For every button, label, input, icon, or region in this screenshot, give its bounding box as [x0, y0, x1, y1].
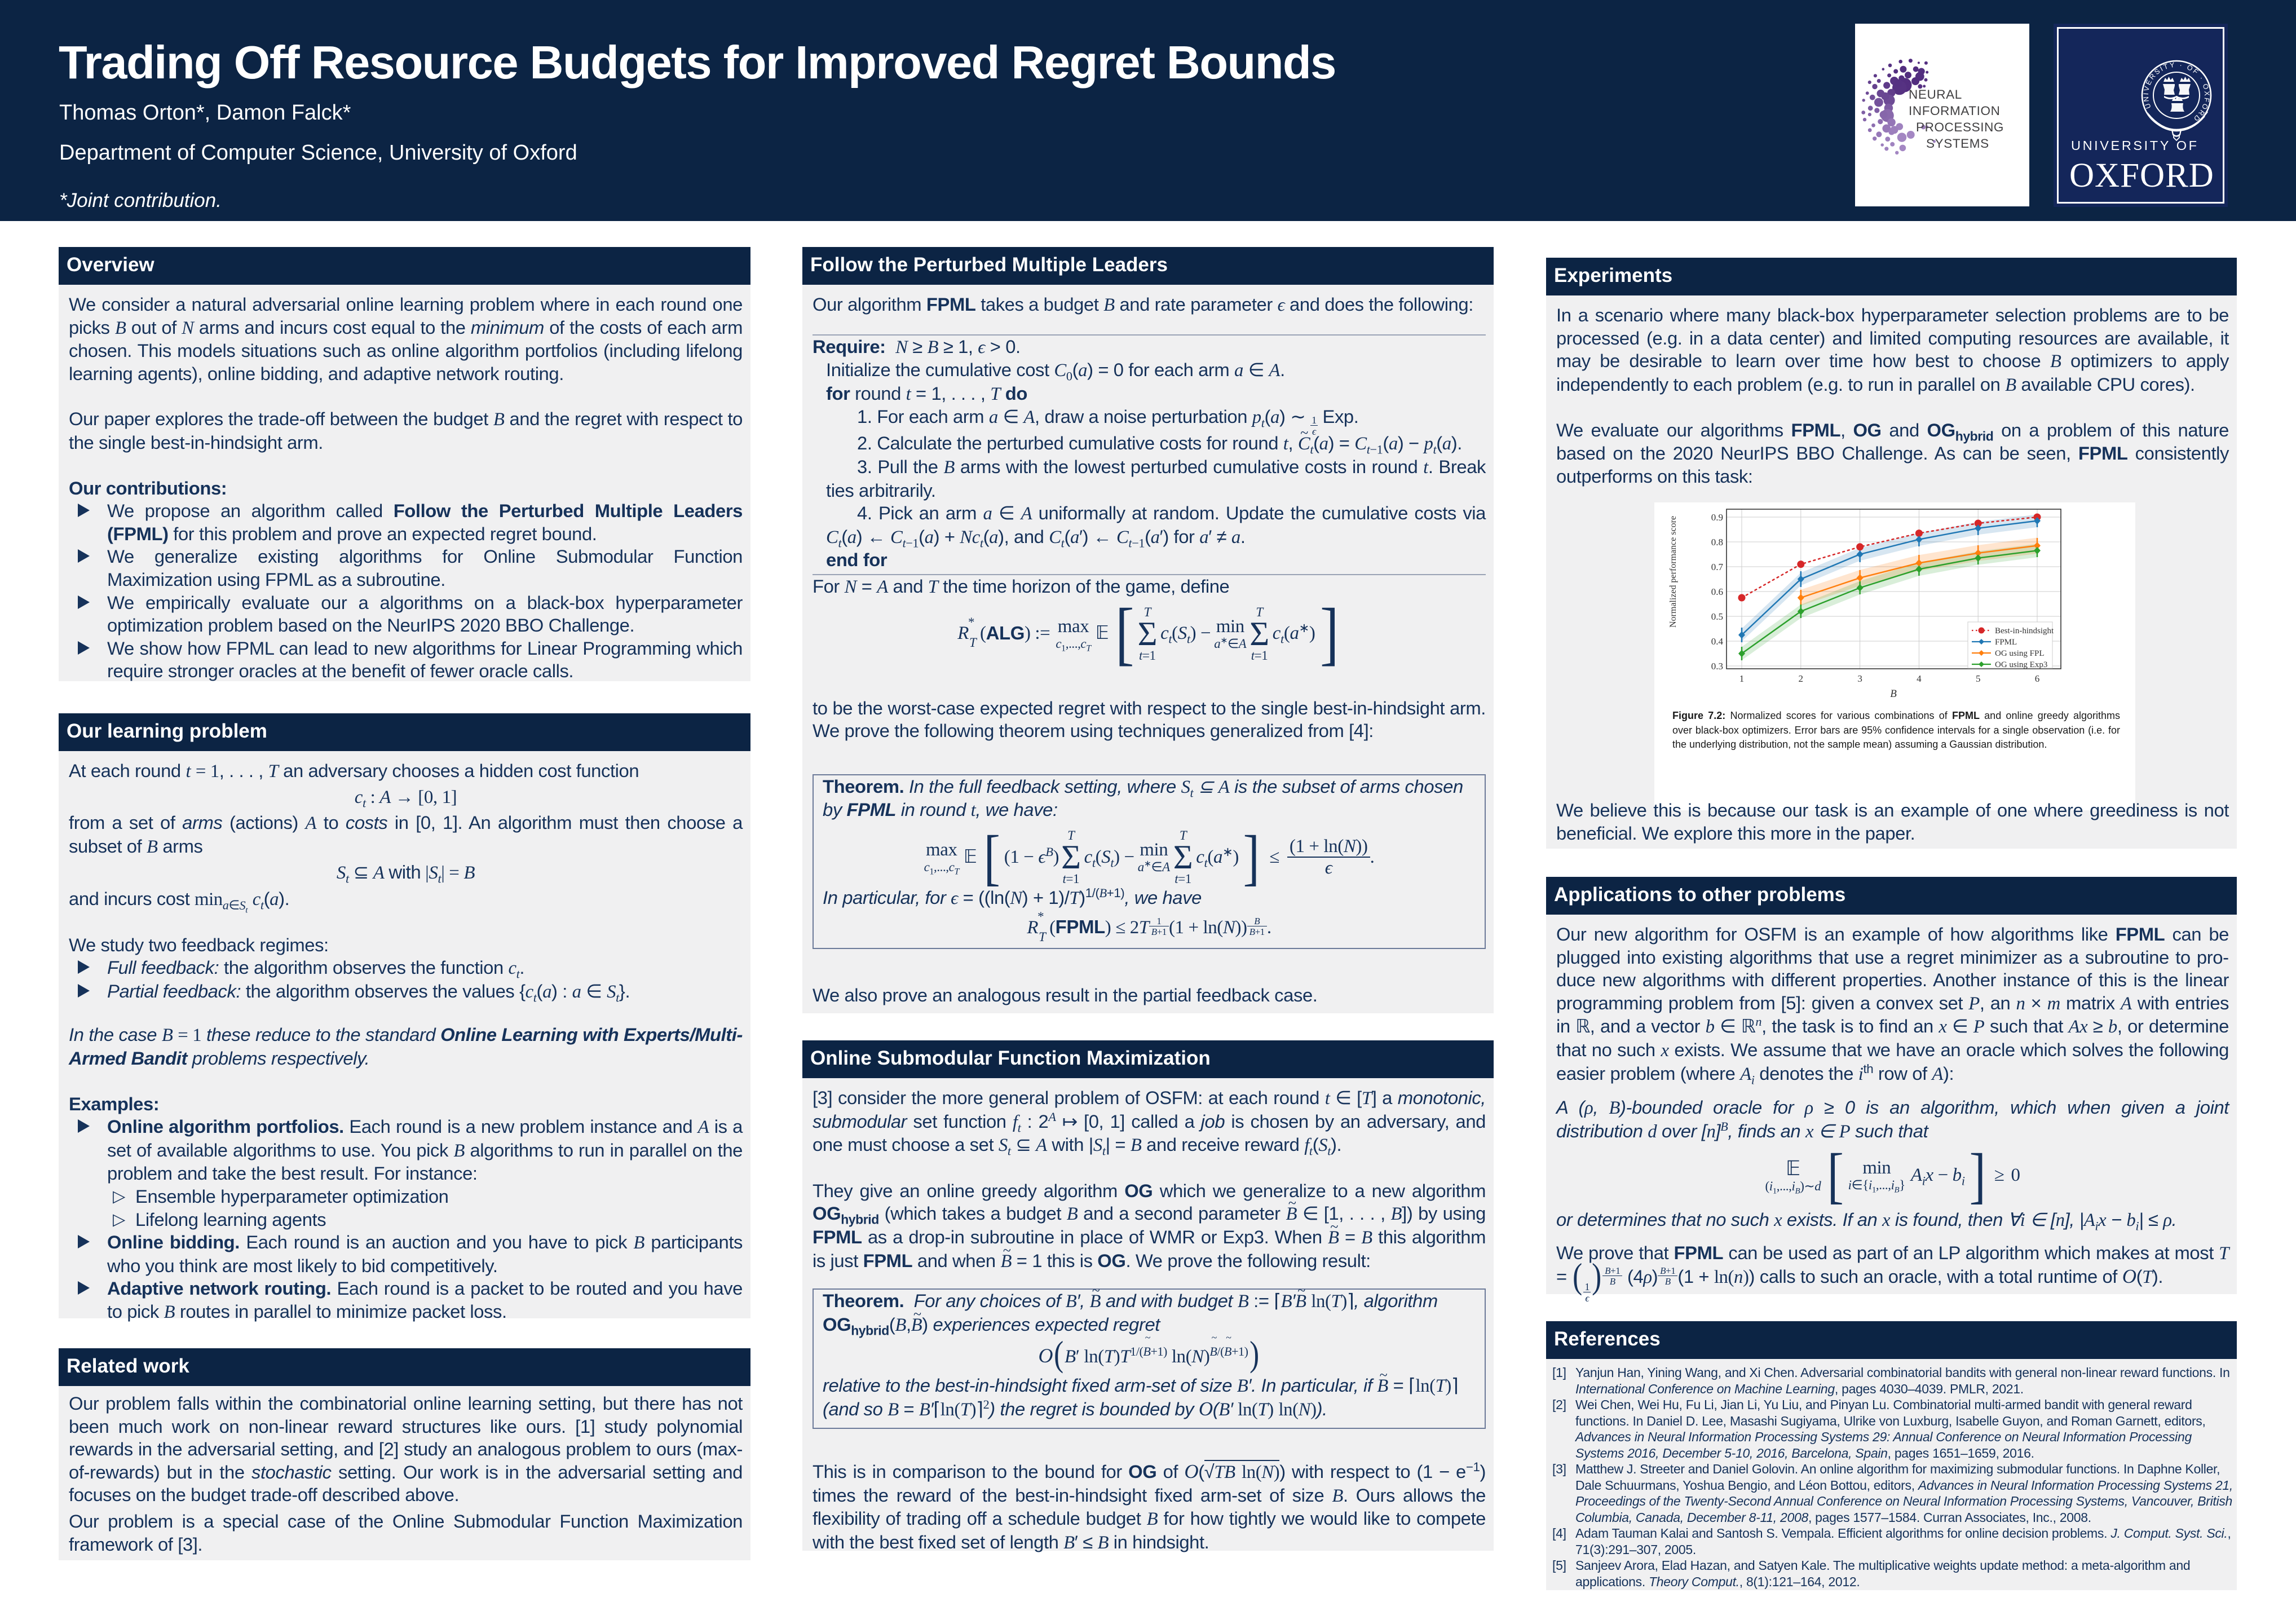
svg-text:OG using Exp3: OG using Exp3 [1995, 660, 2047, 669]
svg-text:PROCESSING: PROCESSING [1916, 120, 2004, 134]
svg-text:NEURAL: NEURAL [1909, 87, 1962, 102]
svg-text:1: 1 [1739, 673, 1745, 684]
svg-text:5: 5 [1976, 673, 1981, 684]
svg-text:INFORMATION: INFORMATION [1909, 104, 2000, 118]
svg-text:OG using FPL: OG using FPL [1995, 649, 2045, 658]
svg-text:Normalized performance score: Normalized performance score [1668, 516, 1678, 628]
svg-text:UNIVERSITY OF: UNIVERSITY OF [2071, 138, 2199, 153]
svg-text:3: 3 [1857, 673, 1862, 684]
svg-text:0.9: 0.9 [1711, 512, 1723, 523]
svg-text:0.4: 0.4 [1711, 636, 1724, 647]
svg-text:6: 6 [2035, 673, 2040, 684]
svg-text:SYSTEMS: SYSTEMS [1926, 136, 1989, 151]
svg-text:OXFORD: OXFORD [2069, 157, 2214, 195]
svg-text:B: B [1890, 688, 1897, 700]
svg-text:0.8: 0.8 [1711, 537, 1723, 548]
svg-text:0.5: 0.5 [1711, 611, 1723, 622]
svg-text:0.3: 0.3 [1711, 661, 1723, 672]
svg-text:0.6: 0.6 [1711, 586, 1723, 597]
svg-text:2: 2 [1799, 673, 1804, 684]
svg-text:0.7: 0.7 [1711, 562, 1724, 572]
svg-text:FPML: FPML [1995, 638, 2017, 647]
svg-text:Best-in-hindsight: Best-in-hindsight [1995, 626, 2054, 636]
svg-text:4: 4 [1917, 673, 1922, 684]
